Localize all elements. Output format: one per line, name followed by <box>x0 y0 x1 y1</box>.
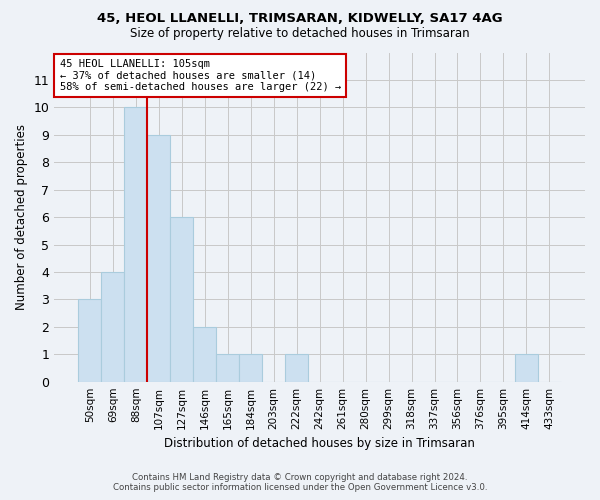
Bar <box>79 300 101 382</box>
Bar <box>216 354 239 382</box>
X-axis label: Distribution of detached houses by size in Trimsaran: Distribution of detached houses by size … <box>164 437 475 450</box>
Text: 45 HEOL LLANELLI: 105sqm
← 37% of detached houses are smaller (14)
58% of semi-d: 45 HEOL LLANELLI: 105sqm ← 37% of detach… <box>59 59 341 92</box>
Bar <box>193 327 216 382</box>
Bar <box>170 217 193 382</box>
Bar <box>124 108 148 382</box>
Bar <box>239 354 262 382</box>
Text: Size of property relative to detached houses in Trimsaran: Size of property relative to detached ho… <box>130 28 470 40</box>
Text: Contains HM Land Registry data © Crown copyright and database right 2024.
Contai: Contains HM Land Registry data © Crown c… <box>113 473 487 492</box>
Bar <box>101 272 124 382</box>
Text: 45, HEOL LLANELLI, TRIMSARAN, KIDWELLY, SA17 4AG: 45, HEOL LLANELLI, TRIMSARAN, KIDWELLY, … <box>97 12 503 26</box>
Bar <box>515 354 538 382</box>
Y-axis label: Number of detached properties: Number of detached properties <box>15 124 28 310</box>
Bar <box>285 354 308 382</box>
Bar <box>148 135 170 382</box>
